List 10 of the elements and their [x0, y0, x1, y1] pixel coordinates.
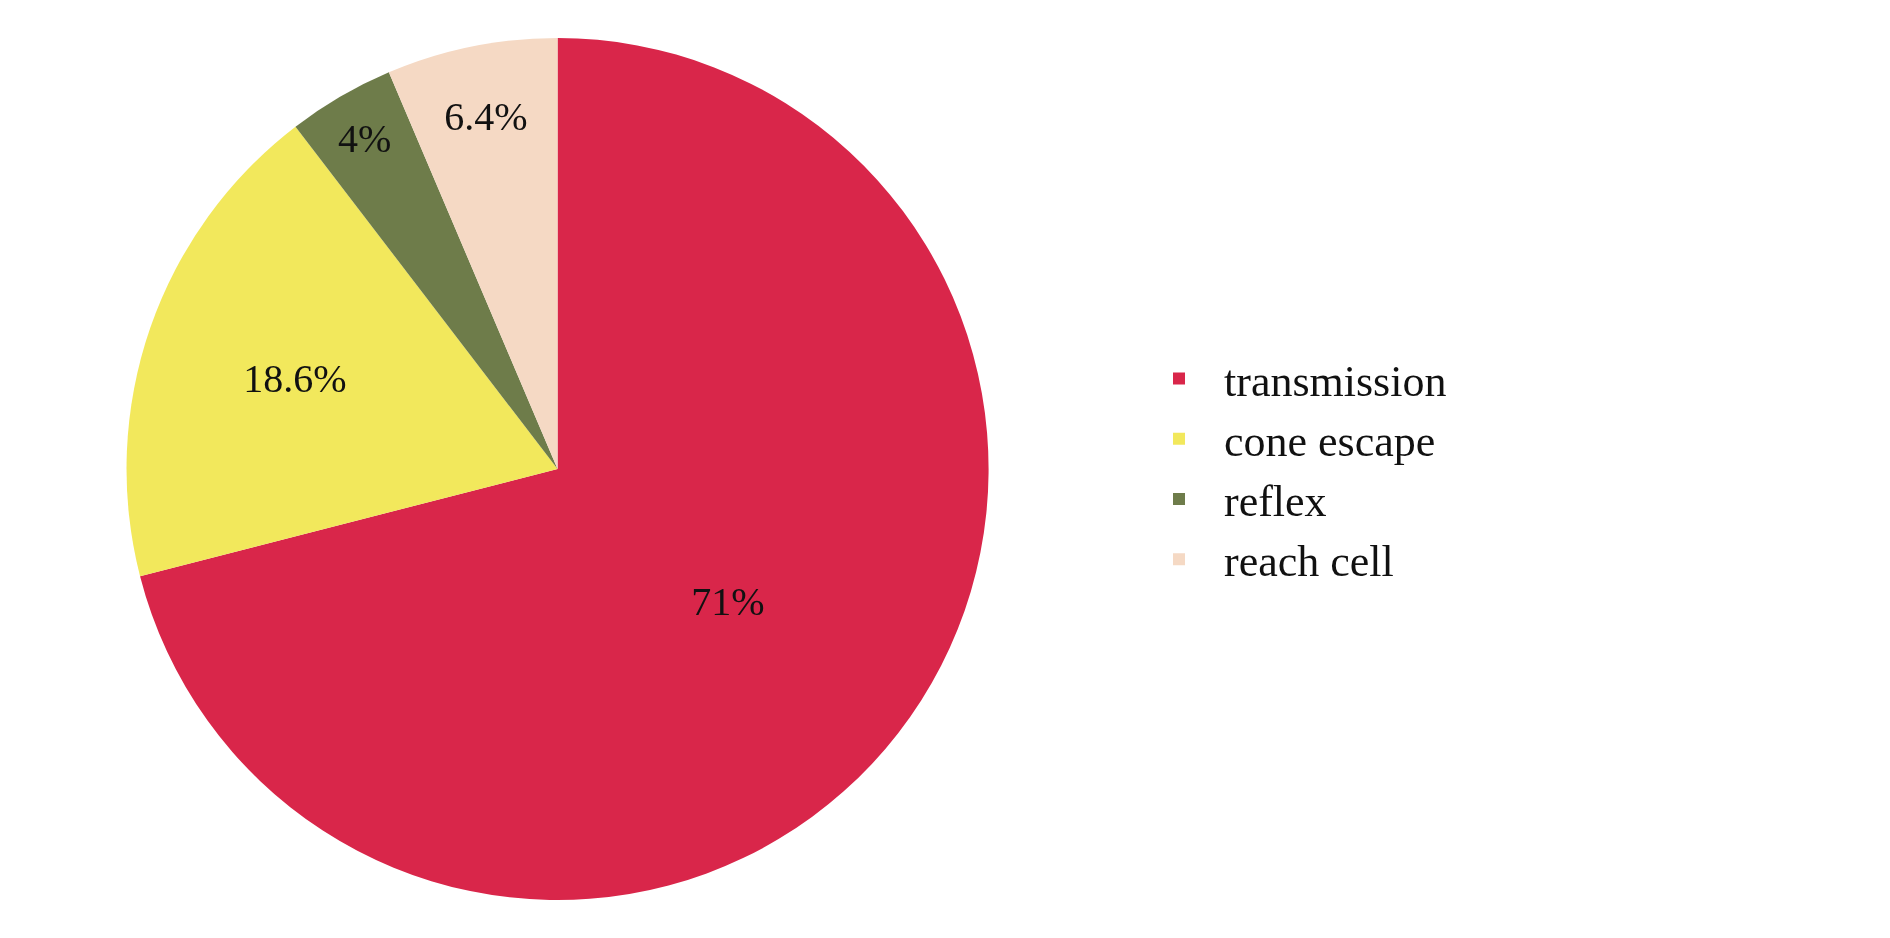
pie-slice — [388, 37, 558, 469]
data-label: 6.4% — [444, 94, 528, 140]
data-label: 71% — [691, 578, 765, 624]
pie-slice — [140, 37, 989, 900]
legend-label: cone escape — [1224, 416, 1436, 466]
data-label: 4% — [337, 115, 392, 161]
legend-label: reach cell — [1224, 537, 1394, 587]
legend-label: reflex — [1224, 477, 1327, 527]
legend-label: transmission — [1224, 356, 1447, 406]
data-label: 18.6% — [243, 355, 347, 401]
